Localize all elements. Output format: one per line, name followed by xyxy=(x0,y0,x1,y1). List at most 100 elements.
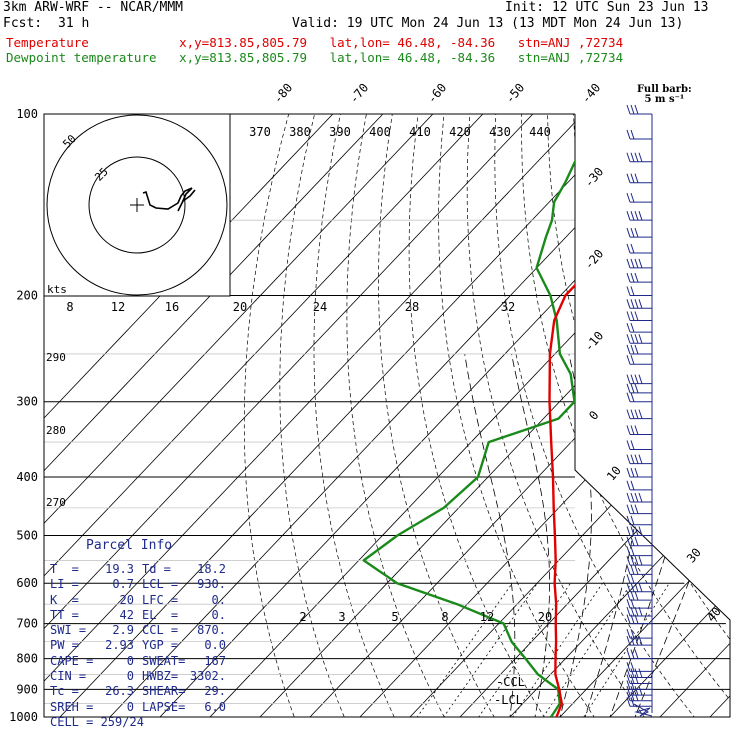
parcel-v2: 870. xyxy=(197,623,226,638)
mixing-ratio-label: 2 xyxy=(299,610,306,624)
wind-barb-feather xyxy=(634,536,639,546)
wind-barb xyxy=(626,374,652,385)
temperature-profile xyxy=(548,283,575,717)
pressure-label: 500 xyxy=(16,528,38,542)
wind-barb-feather xyxy=(626,440,631,450)
wind-barb-feather xyxy=(630,697,635,707)
wind-barb-feather xyxy=(634,211,639,221)
wind-barb-feather xyxy=(634,311,639,321)
wind-barb xyxy=(626,299,652,309)
wind-barb-feather xyxy=(630,504,635,514)
wind-barb-feather xyxy=(638,454,643,464)
wind-barb xyxy=(626,258,652,269)
hodograph-ring-inner xyxy=(88,156,186,254)
parcel-v1: 2.9 xyxy=(112,623,134,638)
wind-barb-feather xyxy=(630,492,635,503)
parcel-v2: 0. xyxy=(211,607,226,622)
dewpoint-profile xyxy=(362,159,575,717)
wind-barb-feather xyxy=(638,299,643,309)
wind-barb-feather xyxy=(634,686,639,696)
wind-barb-feather xyxy=(626,129,631,140)
isotherm-line xyxy=(44,114,510,717)
wind-barb-feather xyxy=(638,526,643,536)
wind-barb-feather xyxy=(630,152,635,162)
parcel-row: SREH = 0 LAPSE= 6.0 xyxy=(50,700,230,715)
hodograph-ring-outer xyxy=(46,114,228,296)
theta-label: 390 xyxy=(329,125,351,139)
wind-barb xyxy=(626,227,652,238)
wind-barb-feather xyxy=(634,425,639,435)
wind-barb xyxy=(626,504,652,515)
speed-axis-label: 20 xyxy=(233,300,247,314)
mixing-ratio-label: 5 xyxy=(391,610,398,624)
isotherm-line xyxy=(197,114,730,717)
legend-dewpoint: Dewpoint temperature x,y=813.85,805.79 l… xyxy=(6,50,624,65)
dry-adiabat xyxy=(650,114,730,717)
parcel-v2: 18.2 xyxy=(197,562,226,576)
wind-barb-feather xyxy=(626,515,631,525)
barb-key-line-2: 5 m s⁻¹ xyxy=(644,94,685,105)
wind-barb-feather xyxy=(626,454,631,464)
dry-adiabat xyxy=(346,114,452,717)
parcel-l2: SWEAT= xyxy=(142,653,186,668)
wind-barb-feather xyxy=(634,104,639,115)
wind-barb-feather xyxy=(634,504,639,514)
wind-barb-feather xyxy=(634,152,639,162)
parcel-v1: 0 xyxy=(126,669,134,684)
wind-barb xyxy=(626,668,652,679)
wind-barb-feather xyxy=(626,311,631,321)
parcel-info-panel: Parcel Info T = 19.3 Td = 18.2 LI = 0.7 LCL = 9… xyxy=(48,538,228,729)
wind-barb xyxy=(626,334,652,344)
surface-barb xyxy=(633,703,653,717)
wind-barb xyxy=(626,392,652,403)
wind-barb-feather xyxy=(626,334,631,344)
theta-label: 370 xyxy=(249,125,271,139)
theta-label: 270 xyxy=(46,496,66,509)
parcel-row: SWI = 2.9 CCL = 870. xyxy=(50,623,230,638)
wind-barb xyxy=(626,192,652,203)
wind-barb-feather xyxy=(630,555,635,566)
parcel-row: CELL = 259/24 xyxy=(50,715,230,730)
isotherm-line xyxy=(44,114,410,717)
parcel-l1: SWI = xyxy=(50,623,87,638)
wind-barb xyxy=(626,104,652,115)
parcel-row: TT = 42 EL = 0. xyxy=(50,608,230,623)
wind-barb-feather xyxy=(634,674,639,684)
isotherm-line xyxy=(297,114,730,717)
isotherm-line xyxy=(547,114,730,717)
wind-barb-feather xyxy=(630,104,635,115)
wind-barb-feather xyxy=(626,674,631,684)
wind-barb-feather xyxy=(638,334,643,344)
parcel-v1: 26.3 xyxy=(105,684,134,699)
isotherm-label: -20 xyxy=(582,247,607,273)
dry-adiabat xyxy=(702,114,730,717)
forecast-label: Fcst: xyxy=(3,16,43,31)
wind-barb-feather xyxy=(626,374,631,384)
wind-barb xyxy=(626,582,652,593)
wind-barb xyxy=(626,467,652,478)
barb-key-line-1: Full barb: xyxy=(637,84,692,95)
parcel-l2: Td = xyxy=(142,562,171,576)
wind-barb-feather xyxy=(626,272,631,283)
pressure-label: 800 xyxy=(16,652,38,666)
wind-barb xyxy=(626,574,652,584)
hodograph-trace xyxy=(142,187,196,212)
wind-barb-feather xyxy=(630,192,635,203)
isotherm-label: -10 xyxy=(582,329,607,355)
wind-barb xyxy=(626,152,652,163)
wind-barb-feather xyxy=(626,565,631,575)
parcel-l1: TT = xyxy=(50,607,79,622)
theta-label: 430 xyxy=(489,125,511,139)
wind-barb-feather xyxy=(626,574,631,584)
wind-barb xyxy=(626,492,652,503)
parcel-v2: 930. xyxy=(197,577,226,592)
wind-barb-feather xyxy=(634,374,639,384)
wind-barb-feather xyxy=(630,286,635,296)
isotherm-line xyxy=(44,114,560,717)
wind-barb-feather xyxy=(630,649,635,659)
mixing-ratio-line xyxy=(575,583,670,717)
parcel-row: PW = 2.93 YGP = 0.0 xyxy=(50,638,230,653)
isotherm-label: -60 xyxy=(425,81,450,107)
wind-barb-feather xyxy=(626,668,631,678)
